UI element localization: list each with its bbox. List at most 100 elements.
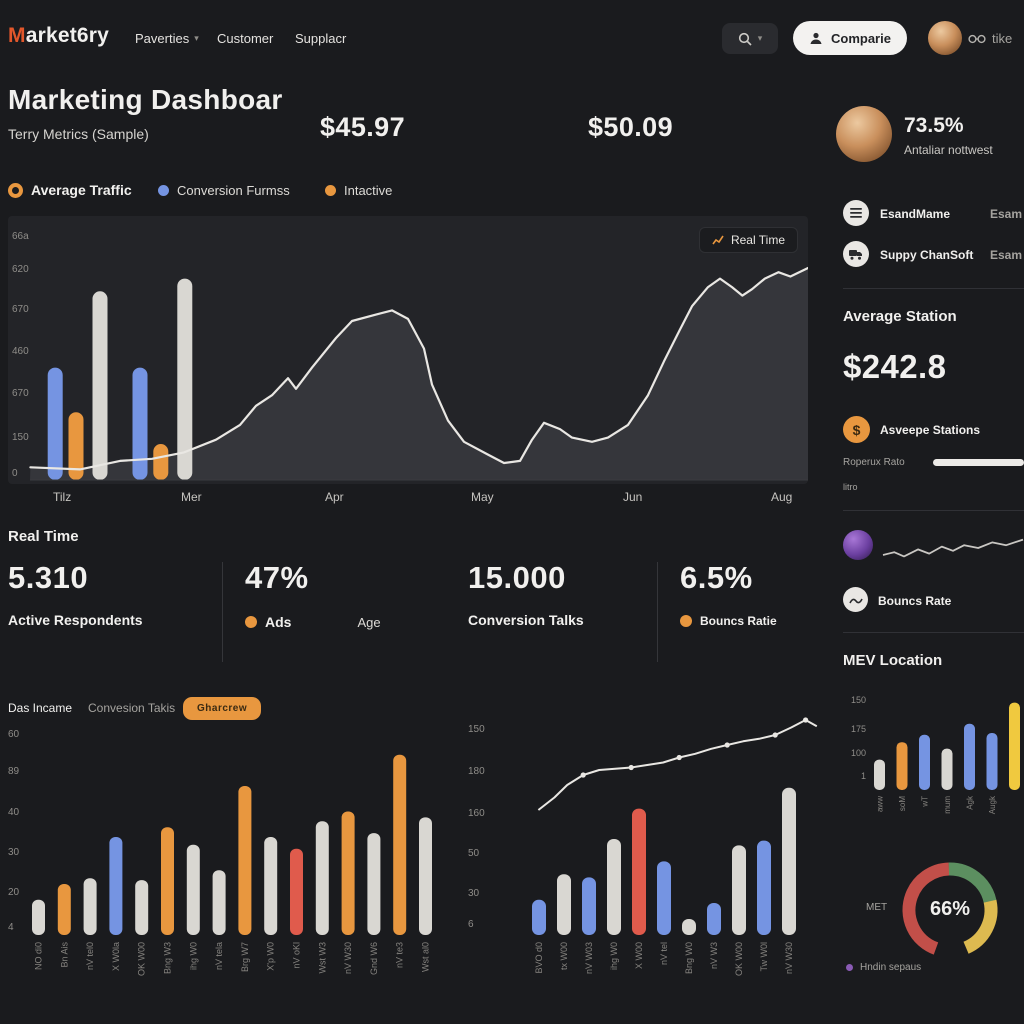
axis-tick: Tilz <box>53 490 72 504</box>
bar <box>186 844 200 935</box>
nav-item-label: Customer <box>217 31 274 46</box>
axis-label: Gnd W6 <box>369 942 379 975</box>
slider-sub-label: litro <box>843 482 858 492</box>
sidebar-item-esandmame[interactable]: EsandMame <box>880 207 951 221</box>
nav-avatar[interactable] <box>928 21 962 55</box>
divider <box>222 562 223 662</box>
axis-tick: 150 <box>468 724 485 735</box>
legend-dot-icon <box>325 185 336 196</box>
glasses-icon <box>968 34 986 43</box>
search-box[interactable]: ▾ <box>722 23 778 54</box>
axis-label: mum <box>943 796 952 814</box>
bar <box>83 878 97 935</box>
sidebar-item-value: Esam <box>990 207 1023 221</box>
main-chart-panel: 66a 620 670 460 670 150 0 Tilz Mer Apr May Jun Aug … <box>8 216 808 504</box>
bar <box>557 874 571 935</box>
axis-label: ihg W0 <box>188 942 198 970</box>
bar <box>941 748 953 790</box>
sidebar-item-suppy-chansoft[interactable]: Suppy ChanSoft <box>880 248 974 262</box>
ratio-slider[interactable] <box>933 459 1024 466</box>
bar <box>290 848 303 935</box>
axis-tick: 6 <box>468 919 474 930</box>
axis-label: nV tel0 <box>85 942 95 970</box>
mev-location-chart[interactable]: aww soM wT mum Agk Augk <box>872 690 1024 840</box>
axis-label: nV W3 <box>709 942 719 969</box>
legend-dot-icon <box>158 185 169 196</box>
legend-conversion[interactable]: Conversion Furmss <box>158 183 290 198</box>
like-label: tike <box>992 31 1013 46</box>
axis-tick: 150 <box>850 695 866 705</box>
page-title: Marketing Dashboar <box>8 84 283 115</box>
axis-tick: 180 <box>468 766 485 777</box>
bar <box>109 837 123 935</box>
axis-tick: 620 <box>12 264 29 275</box>
bar <box>57 884 71 935</box>
profile-avatar[interactable] <box>836 106 892 162</box>
app-logo[interactable]: Market6ry <box>8 24 110 47</box>
real-time-button[interactable]: Real Time <box>698 227 798 253</box>
chevron-down-icon: ▾ <box>194 33 199 43</box>
bar <box>68 412 84 480</box>
stat-card-ads: 47% Ads Age <box>245 560 445 630</box>
average-station-title: Average Station <box>843 308 957 325</box>
trend-icon <box>712 235 724 245</box>
axis-label: X W00 <box>634 942 644 969</box>
nav-item-supplacr[interactable]: Supplacr <box>295 31 346 46</box>
profile-percent: 73.5% <box>904 114 964 137</box>
axis-label: wT <box>921 796 930 808</box>
gharcrew-button[interactable]: Gharcrew <box>183 697 262 720</box>
bar <box>161 827 174 935</box>
axis-label: nV te3 <box>395 942 405 968</box>
axis-label: Tw W0l <box>759 942 769 972</box>
conversion-trend-chart[interactable]: BVO d0 tx W00 nV W03 ihg W0 X W00 nV tel Bng W… <box>500 690 820 1002</box>
stat-value: 6.5% <box>680 560 753 595</box>
income-bar-chart[interactable]: NO di0 Bn Ais nV tel0 X W0la OK W00 Bng W3 ihg… <box>26 722 440 1002</box>
axis-label: Bn Ais <box>59 942 69 968</box>
axis-tick: 30 <box>8 847 20 858</box>
bar <box>1009 702 1020 790</box>
gauge-value: 66% <box>929 898 971 920</box>
legend-intactive[interactable]: Intactive <box>325 183 392 198</box>
bounce-icon <box>843 587 868 612</box>
axis-label: OK W00 <box>137 942 147 976</box>
legend-average-traffic[interactable]: Average Traffic <box>8 182 132 198</box>
legend-label: Conversion Furmss <box>177 183 290 198</box>
stat-label: Active Respondents <box>8 612 143 628</box>
purple-sphere-icon <box>843 530 873 560</box>
axis-tick: 66a <box>12 231 29 242</box>
axis-tick: Jun <box>623 490 643 504</box>
divider <box>843 632 1024 633</box>
stat-card-bounce: 6.5% Bouncs Ratie <box>680 560 820 628</box>
axis-tick: 460 <box>12 346 29 357</box>
compare-button[interactable]: Comparie <box>793 21 907 55</box>
bar <box>393 754 407 935</box>
sidebar-item-value: Esam <box>990 248 1023 262</box>
person-icon <box>810 32 822 44</box>
bar <box>135 880 149 935</box>
axis-tick: 0 <box>12 468 18 479</box>
stat-card-conversion: 15.000 Conversion Talks <box>468 560 668 628</box>
bar <box>632 808 646 935</box>
axis-tick: 160 <box>468 808 485 819</box>
tab-das-incame[interactable]: Das Incame <box>8 701 73 715</box>
nav-item-customer[interactable]: Customer <box>217 31 273 46</box>
tab-convesion-takis[interactable]: Convesion Takis <box>88 701 176 715</box>
stat-card-respondents: 5.310 Active Respondents <box>8 560 218 628</box>
bar <box>964 723 975 790</box>
axis-label: nV W30 <box>784 942 794 974</box>
bounce-rate-label: Bouncs Rate <box>878 594 952 608</box>
gauge-chart <box>902 862 998 958</box>
axis-label: nV oKl <box>292 942 302 969</box>
axis-tick: 670 <box>12 304 29 315</box>
stat-label: Bouncs Ratie <box>700 614 777 628</box>
stat-value: 47% <box>245 560 309 595</box>
stat-label-secondary: Age <box>357 614 381 630</box>
traffic-overview-chart[interactable] <box>8 216 808 484</box>
like-control[interactable]: tike <box>968 31 1012 46</box>
chevron-down-icon: ▾ <box>757 33 763 43</box>
nav-item-paverties[interactable]: Paverties ▾ <box>135 31 199 46</box>
axis-label: aww <box>876 796 885 812</box>
section-title-real-time: Real Time <box>8 528 79 545</box>
bar <box>419 817 432 935</box>
bounce-dot-icon <box>680 615 692 627</box>
